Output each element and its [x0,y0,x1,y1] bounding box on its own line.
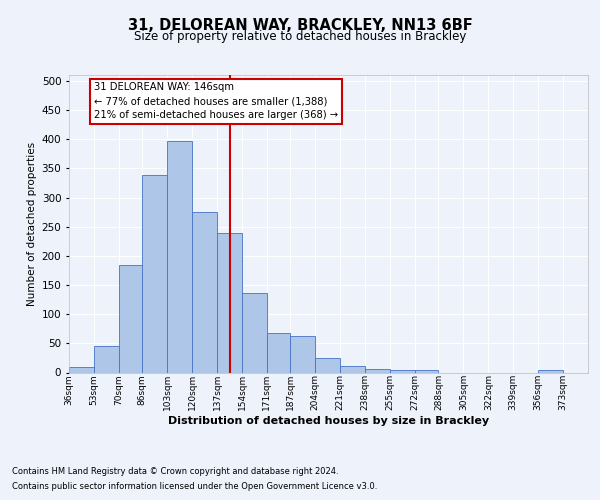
Bar [267,333,290,372]
Bar [290,336,316,372]
Bar [242,293,267,372]
Y-axis label: Number of detached properties: Number of detached properties [28,142,37,306]
Bar [390,370,415,372]
Bar [94,346,119,372]
Text: 31 DELOREAN WAY: 146sqm
← 77% of detached houses are smaller (1,388)
21% of semi: 31 DELOREAN WAY: 146sqm ← 77% of detache… [94,82,338,120]
Bar [69,367,94,372]
Bar [316,358,340,372]
Bar [167,141,192,372]
Bar [538,370,563,372]
Bar [340,366,365,372]
Bar [365,369,390,372]
Bar [192,212,217,372]
Text: Contains public sector information licensed under the Open Government Licence v3: Contains public sector information licen… [12,482,377,491]
Bar [217,232,242,372]
Bar [119,264,142,372]
Text: Size of property relative to detached houses in Brackley: Size of property relative to detached ho… [134,30,466,43]
Text: 31, DELOREAN WAY, BRACKLEY, NN13 6BF: 31, DELOREAN WAY, BRACKLEY, NN13 6BF [128,18,472,32]
Bar [415,370,439,372]
Bar [142,176,167,372]
X-axis label: Distribution of detached houses by size in Brackley: Distribution of detached houses by size … [168,416,489,426]
Text: Contains HM Land Registry data © Crown copyright and database right 2024.: Contains HM Land Registry data © Crown c… [12,467,338,476]
